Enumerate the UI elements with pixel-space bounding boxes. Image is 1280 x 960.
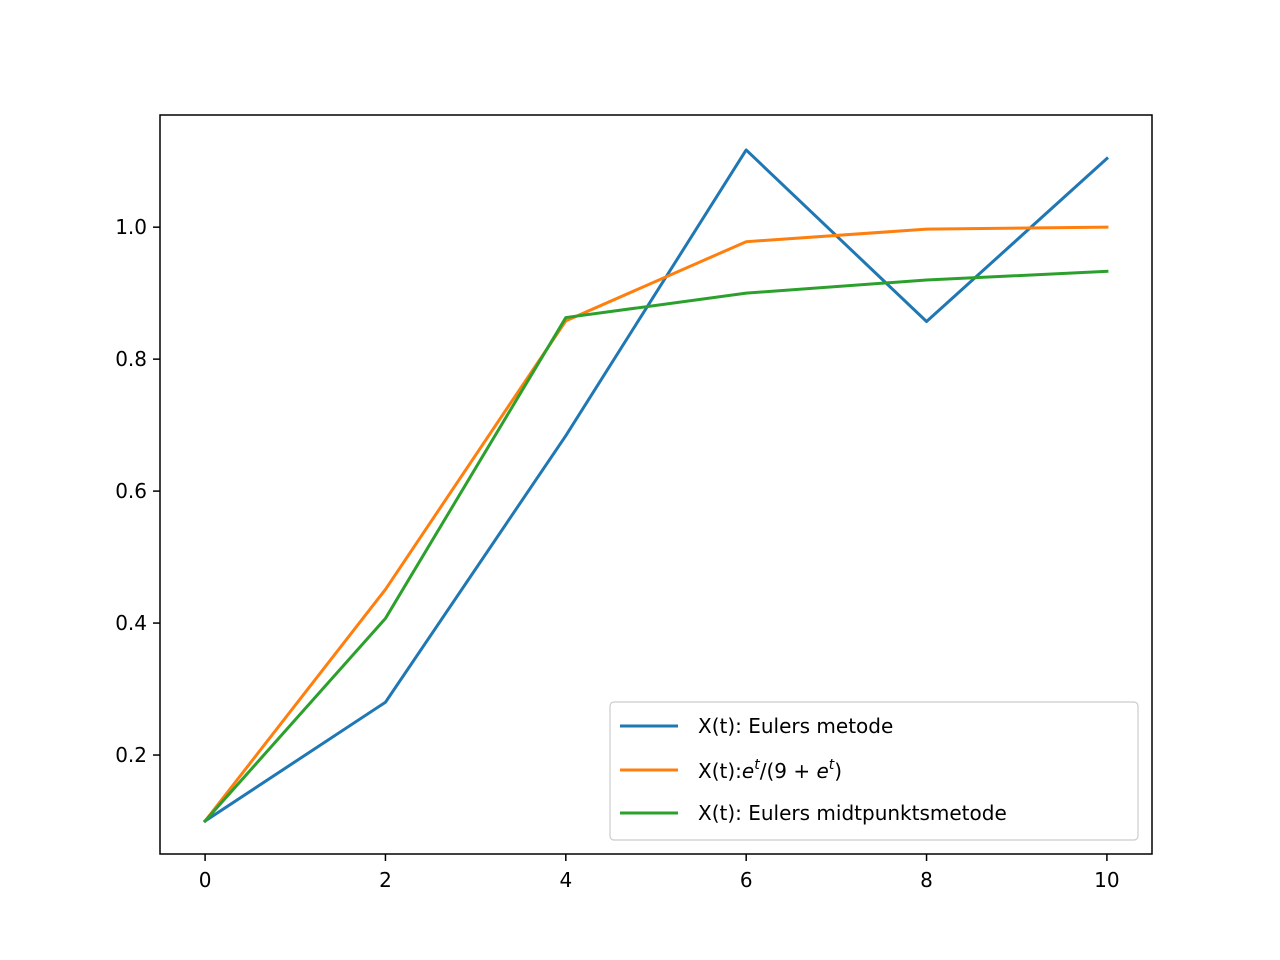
series-line-1 bbox=[202, 225, 1109, 824]
y-tick-label: 0.2 bbox=[115, 743, 147, 767]
legend-label-eulers-metode: X(t): Eulers metode bbox=[698, 714, 893, 738]
axes-frame bbox=[159, 114, 1153, 855]
series-lines bbox=[202, 148, 1110, 824]
y-tick-label: 0.4 bbox=[115, 611, 147, 635]
legend-label-analytic: X(t):et/(9 + et) bbox=[698, 757, 842, 783]
x-tick-label: 6 bbox=[740, 868, 753, 892]
legend-label-analytic-e2: e bbox=[816, 759, 828, 783]
legend-label-analytic-suffix: ) bbox=[834, 759, 842, 783]
y-tick-label: 0.8 bbox=[115, 347, 147, 371]
legend-box bbox=[609, 701, 1139, 841]
series-line-2 bbox=[202, 269, 1109, 824]
y-axis-ticks: 0.2 0.4 0.6 0.8 1.0 bbox=[115, 215, 160, 767]
x-tick-label: 8 bbox=[920, 868, 933, 892]
legend: X(t): Eulers metode X(t):et/(9 + et) X(t… bbox=[609, 701, 1139, 841]
x-tick-label: 2 bbox=[379, 868, 392, 892]
series-line-0 bbox=[203, 148, 1110, 824]
y-tick-label: 1.0 bbox=[115, 215, 147, 239]
x-tick-label: 4 bbox=[559, 868, 572, 892]
x-axis-ticks: 0 2 4 6 8 10 bbox=[199, 854, 1120, 892]
legend-label-analytic-sup2: t bbox=[829, 757, 835, 773]
legend-label-analytic-prefix: X(t): bbox=[698, 759, 742, 783]
legend-label-analytic-e: e bbox=[742, 759, 754, 783]
legend-label-analytic-mid: /(9 + bbox=[760, 759, 817, 783]
x-tick-label: 10 bbox=[1094, 868, 1119, 892]
y-tick-label: 0.6 bbox=[115, 479, 147, 503]
legend-label-midtpunktsmetode: X(t): Eulers midtpunktsmetode bbox=[698, 801, 1007, 825]
x-tick-label: 0 bbox=[199, 868, 212, 892]
legend-label-analytic-sup: t bbox=[754, 757, 760, 773]
